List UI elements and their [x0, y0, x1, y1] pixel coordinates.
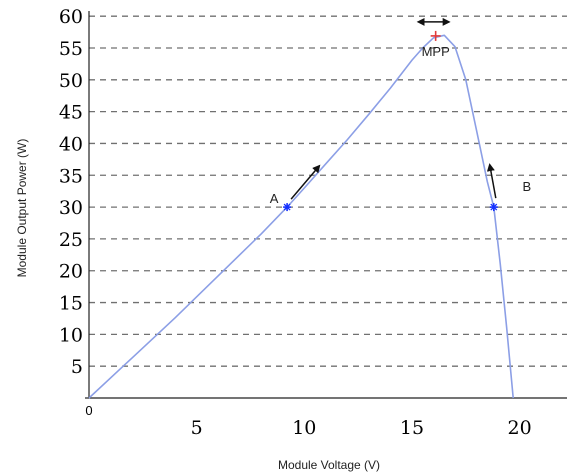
- y-tick-label-15: 15: [59, 293, 83, 315]
- x-axis-label: Module Voltage (V): [278, 458, 380, 472]
- y-tick-label-50: 50: [59, 70, 83, 92]
- x-tick-label-15: 15: [400, 417, 424, 439]
- x-tick-label-5: 5: [191, 417, 203, 439]
- y-tick-label-40: 40: [59, 133, 83, 155]
- y-tick-label-10: 10: [59, 324, 83, 346]
- axes: [85, 11, 567, 399]
- series-line-0: [88, 34, 514, 399]
- x-tick-label-10: 10: [292, 417, 316, 439]
- y-tick-label-55: 55: [59, 38, 83, 60]
- annotation-label-mpp: MPP: [422, 44, 450, 59]
- y-tick-label-20: 20: [59, 261, 83, 283]
- series-layer: [88, 34, 514, 399]
- point-a-marker-d: [283, 203, 291, 211]
- annotations-layer: A B MPP: [270, 17, 531, 212]
- x-tick-label-20: 20: [508, 417, 532, 439]
- gridlines: [89, 15, 567, 367]
- tick-labels: 5 10 15 20 25 30 35 40 45 50 55 60 0 5 10 15 20: [59, 6, 532, 439]
- y-tick-label-30: 30: [59, 197, 83, 219]
- y-axis-label: Module Output Power (W): [15, 139, 29, 278]
- y-tick-label-60: 60: [59, 6, 83, 28]
- y-tick-label-35: 35: [59, 165, 83, 187]
- y-tick-label-45: 45: [59, 102, 83, 124]
- point-b-arrow: [486, 163, 497, 199]
- point-a-arrow: [290, 164, 321, 200]
- annotation-label-a: A: [270, 191, 279, 206]
- annotation-label-b: B: [522, 179, 531, 194]
- x-tick-label-0: 0: [85, 403, 92, 418]
- y-tick-label-5: 5: [71, 356, 83, 378]
- y-tick-label-25: 25: [59, 229, 83, 251]
- point-b-marker-d: [490, 203, 498, 211]
